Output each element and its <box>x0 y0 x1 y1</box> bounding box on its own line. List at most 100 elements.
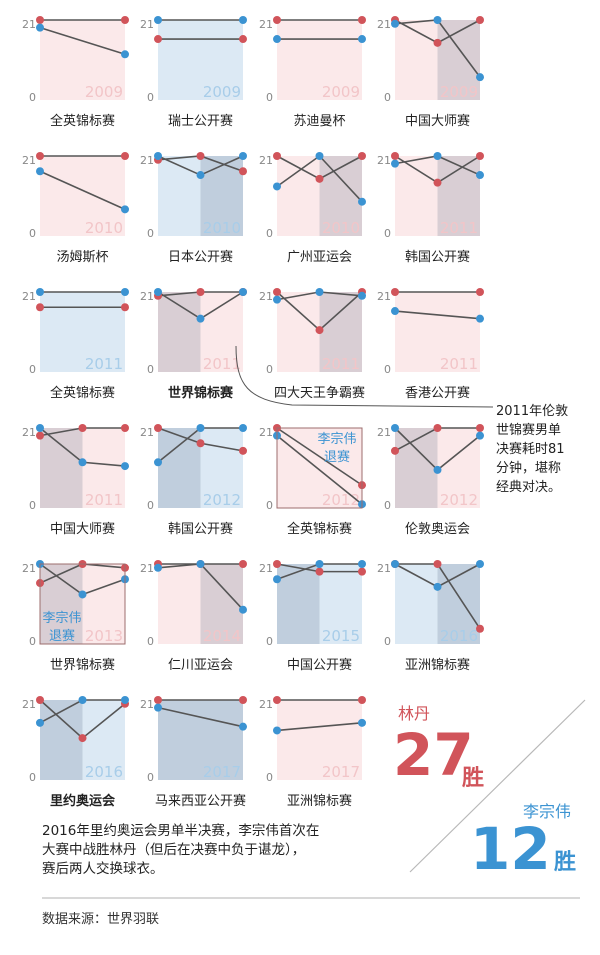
lzw-point-game-2 <box>315 288 324 296</box>
year-label: 2017 <box>203 763 241 781</box>
year-label: 2011 <box>322 355 360 373</box>
annotation-line: 大赛中战胜林丹（但后在决赛中负于谌龙）， <box>42 842 306 858</box>
lindan-total-label: 林丹 <box>398 704 431 723</box>
lindan-point-game-3 <box>239 167 247 176</box>
annotation-line: 2011年伦敦 <box>496 404 569 419</box>
lzw-point-game-1 <box>154 288 162 296</box>
lindan-point-game-2 <box>315 326 324 335</box>
y-tick-21: 21 <box>140 18 154 31</box>
lzw-series-line <box>394 310 481 320</box>
lindan-point-game-1 <box>36 16 44 24</box>
lindan-point-game-3 <box>358 567 366 576</box>
lzw-series-line <box>39 170 126 211</box>
y-tick-21: 21 <box>22 426 36 439</box>
panel-12: 2011 21 0 香港公开赛 <box>377 288 484 401</box>
panel-background <box>158 156 243 236</box>
panel-background <box>277 20 362 100</box>
event-label: 全英锦标赛 <box>50 385 115 401</box>
lzw-point-game-3 <box>476 171 484 180</box>
y-tick-0: 0 <box>29 635 36 648</box>
lzw-point-game-2 <box>196 424 205 432</box>
y-tick-0: 0 <box>29 771 36 784</box>
event-label: 亚洲锦标赛 <box>405 657 470 673</box>
lindan-point-game-3 <box>476 424 484 432</box>
panel-background <box>395 292 480 372</box>
y-tick-0: 0 <box>384 91 391 104</box>
retired-note-text: 李宗伟 <box>317 431 356 447</box>
lost-game-shade <box>200 564 243 644</box>
lindan-point-game-2 <box>121 303 129 312</box>
lindan-point-game-2 <box>196 439 205 448</box>
y-tick-21: 21 <box>377 154 391 167</box>
annotation-line: 世锦赛男单 <box>496 423 562 438</box>
year-label: 2016 <box>440 627 478 645</box>
y-tick-0: 0 <box>29 91 36 104</box>
lzw-point-game-1 <box>391 424 399 432</box>
lindan-point-game-2 <box>239 696 247 704</box>
lzw-series-line <box>39 26 126 56</box>
y-tick-21: 21 <box>22 18 36 31</box>
lzw-point-game-2 <box>433 465 442 474</box>
lzw-point-game-2 <box>433 582 442 591</box>
lzw-point-game-2 <box>121 288 129 296</box>
y-tick-21: 21 <box>259 562 273 575</box>
event-label: 瑞士公开赛 <box>168 113 233 129</box>
retired-frame <box>39 563 126 645</box>
lindan-point-game-2 <box>433 424 442 432</box>
event-label: 汤姆斯杯 <box>56 250 108 265</box>
year-label: 2014 <box>203 627 241 645</box>
lindan-point-game-2 <box>78 734 87 743</box>
y-tick-0: 0 <box>147 499 154 512</box>
y-tick-0: 0 <box>266 91 273 104</box>
lzw-point-game-2 <box>358 35 366 44</box>
lost-game-shade <box>437 564 480 644</box>
y-tick-0: 0 <box>266 499 273 512</box>
lost-game-shade <box>158 700 243 780</box>
year-label: 2017 <box>322 763 360 781</box>
lindan-point-game-3 <box>476 16 484 24</box>
y-tick-0: 0 <box>266 363 273 376</box>
y-tick-0: 0 <box>29 363 36 376</box>
y-tick-0: 0 <box>266 635 273 648</box>
y-tick-0: 0 <box>266 771 273 784</box>
lzw-point-game-2 <box>78 696 87 704</box>
lost-game-shade <box>437 20 480 100</box>
annotation-rio-2016: 2016年里约奥运会男单半决赛，李宗伟首次在 大赛中战胜林丹（但后在决赛中负于谌… <box>42 822 319 879</box>
lzw-point-game-1 <box>154 152 162 160</box>
annotation-line: 赛后两人交换球衣。 <box>42 861 164 877</box>
event-label: 亚洲锦标赛 <box>287 793 352 809</box>
event-label: 四大天王争霸赛 <box>274 385 365 401</box>
y-tick-0: 0 <box>266 227 273 240</box>
retired-note-text: 李宗伟 <box>42 610 81 626</box>
lindan-point-game-3 <box>121 424 129 432</box>
lzw-point-game-1 <box>391 307 399 316</box>
panel-background <box>40 428 125 508</box>
year-label: 2010 <box>85 219 123 237</box>
panel-background <box>40 156 125 236</box>
lindan-point-game-2 <box>433 38 442 47</box>
lzw-point-game-3 <box>476 560 484 568</box>
lindan-point-game-1 <box>273 560 281 568</box>
year-label: 2012 <box>440 491 478 509</box>
lindan-point-game-2 <box>433 560 442 568</box>
lost-game-shade <box>158 292 201 372</box>
y-tick-0: 0 <box>384 227 391 240</box>
lindan-point-game-1 <box>154 696 162 704</box>
lindan-point-game-2 <box>239 35 247 44</box>
lzw-point-game-3 <box>239 152 247 160</box>
y-tick-21: 21 <box>22 154 36 167</box>
y-tick-0: 0 <box>29 499 36 512</box>
event-label: 中国大师赛 <box>405 113 470 129</box>
lindan-point-game-2 <box>476 288 484 296</box>
panel-background <box>395 564 480 644</box>
lindan-point-game-1 <box>391 446 399 455</box>
lindan-point-game-2 <box>433 178 442 187</box>
lindan-total-wins: 27 <box>393 721 474 789</box>
lzw-point-game-1 <box>273 35 281 44</box>
lindan-point-game-1 <box>154 35 162 44</box>
y-tick-0: 0 <box>147 771 154 784</box>
lzw-point-game-1 <box>273 295 281 304</box>
y-tick-21: 21 <box>140 290 154 303</box>
